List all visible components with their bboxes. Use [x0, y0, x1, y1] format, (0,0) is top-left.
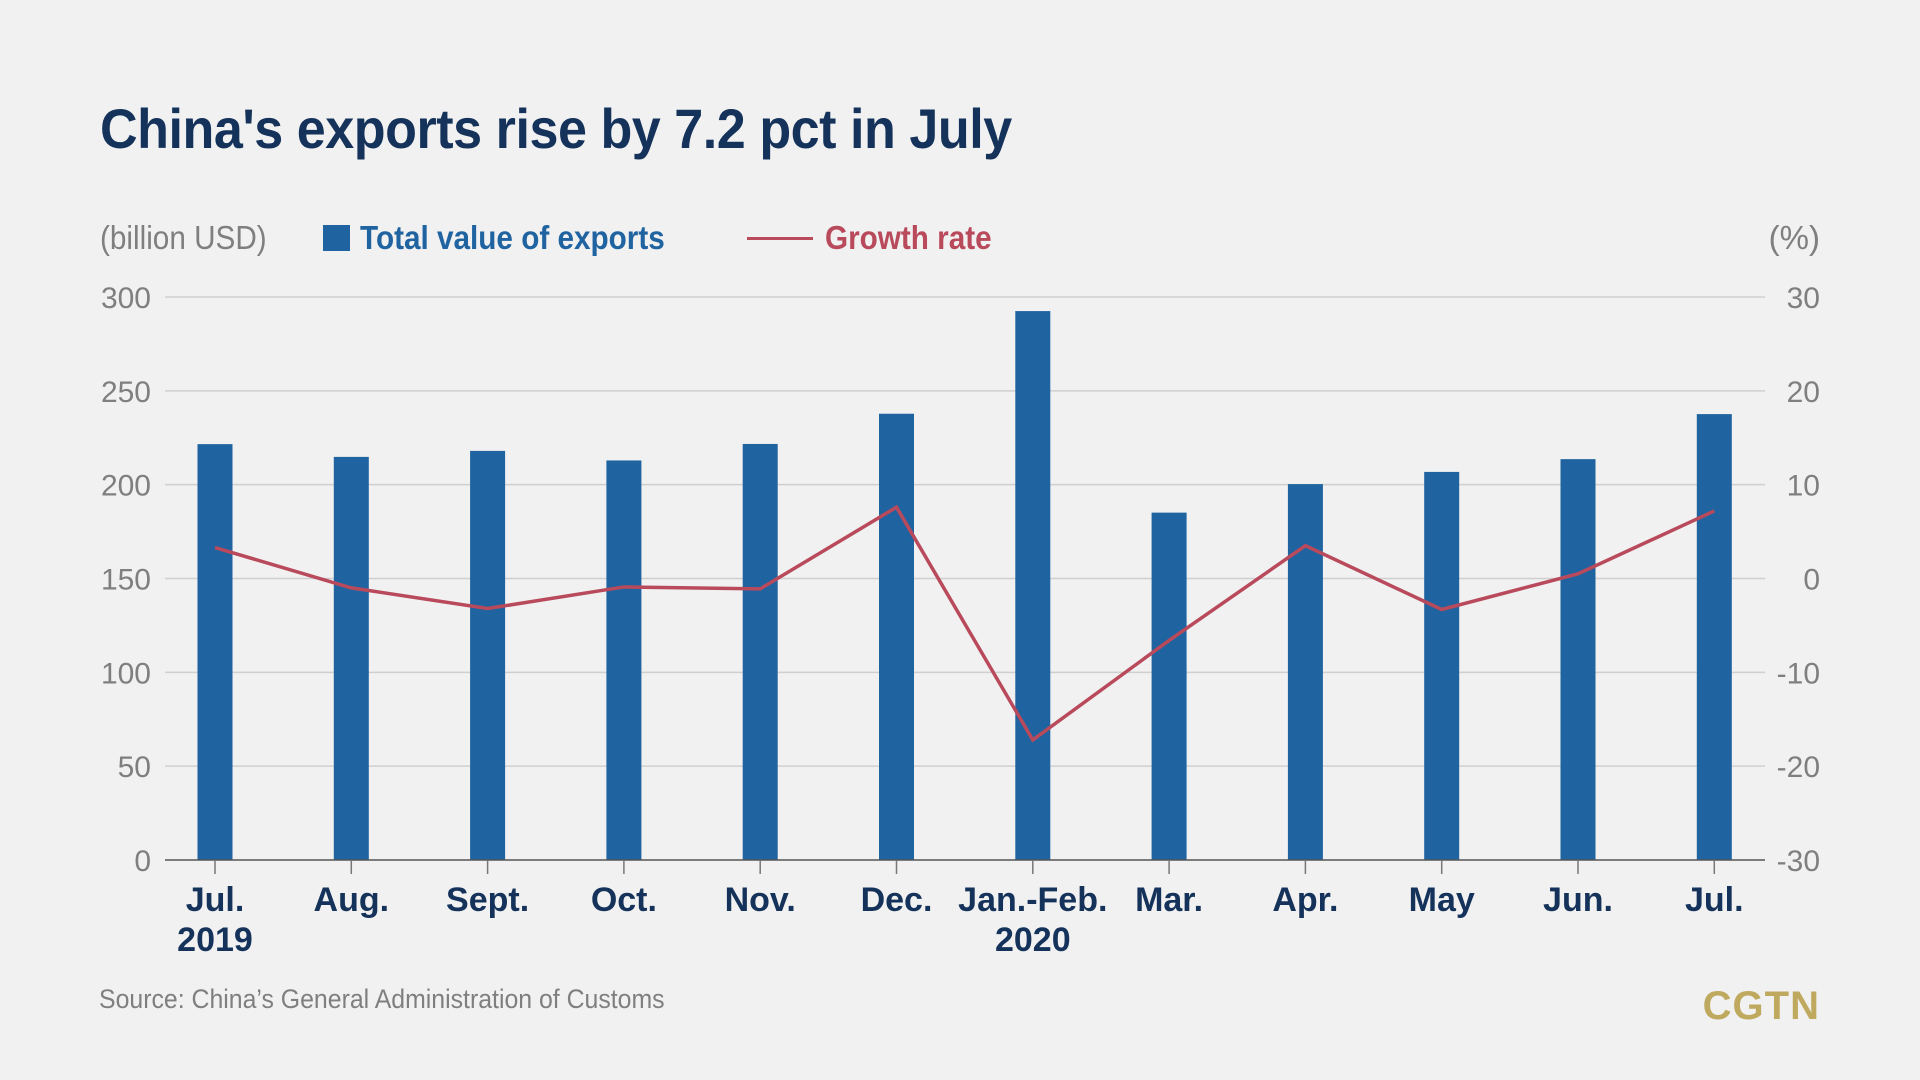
left-axis-unit: (billion USD) [100, 219, 267, 256]
growth-rate-line [214, 504, 1716, 743]
right-tick-label: -20 [1777, 751, 1820, 784]
bar [606, 460, 642, 860]
x-tick-label: Jul. [186, 881, 245, 919]
right-tick-label: 30 [1787, 282, 1820, 315]
legend-label-exports: Total value of exports [360, 219, 665, 256]
left-tick-label: 150 [101, 564, 151, 597]
x-tick-label: 2020 [995, 921, 1071, 959]
source-note: Source: China’s General Administration o… [99, 984, 665, 1014]
x-tick-label: Jun. [1543, 881, 1613, 919]
right-axis-unit: (%) [1768, 219, 1820, 256]
right-tick-label: 20 [1787, 376, 1820, 409]
x-tick-label: Apr. [1272, 881, 1338, 919]
legend-label-growth: Growth rate [824, 219, 992, 256]
right-axis-ticks: -30 -20 -10 0 10 20 30 [1777, 282, 1820, 878]
gridlines [165, 296, 1765, 767]
x-tick-label: Jul. [1685, 881, 1744, 919]
right-tick-label: 10 [1787, 470, 1820, 503]
left-tick-label: 0 [134, 845, 151, 878]
bar [197, 444, 233, 860]
left-tick-label: 300 [101, 282, 151, 315]
legend-item-exports: Total value of exports [323, 219, 699, 257]
right-tick-label: 0 [1803, 564, 1820, 597]
x-tick-label: Dec. [861, 881, 933, 919]
x-tick-label: Nov. [725, 881, 796, 919]
cgtn-logo: CGTN [1702, 984, 1820, 1028]
bar [742, 443, 778, 860]
x-tick-label: Sept. [446, 881, 529, 919]
line-series [214, 504, 1716, 743]
bar [1424, 471, 1460, 860]
bar-series [197, 311, 1732, 860]
left-tick-label: 100 [101, 657, 151, 690]
bar [470, 450, 506, 860]
x-tick-label: 2019 [177, 921, 253, 959]
bar-swatch-icon [323, 225, 351, 251]
left-tick-label: 200 [101, 470, 151, 503]
bar [1287, 484, 1323, 860]
left-tick-label: 50 [118, 751, 151, 784]
bar [879, 413, 914, 860]
bar [1560, 459, 1596, 860]
right-tick-label: -10 [1777, 657, 1820, 690]
bar [333, 456, 369, 860]
right-tick-label: -30 [1777, 845, 1820, 878]
x-tick-label: Jan.-Feb. [958, 881, 1107, 919]
left-tick-label: 250 [101, 376, 151, 409]
x-tick-label: May [1409, 881, 1475, 919]
bar [1015, 311, 1051, 860]
line-swatch-icon [746, 236, 813, 240]
x-tick-label: Aug. [314, 881, 390, 919]
chart-title: China's exports rise by 7.2 pct in July [100, 97, 1012, 160]
x-tick-label: Oct. [591, 881, 657, 919]
legend-item-growth: Growth rate [746, 219, 1010, 257]
bar [1151, 512, 1187, 860]
left-axis-ticks: 0 50 100 150 200 250 300 [101, 282, 151, 878]
x-tick-label: Mar. [1135, 881, 1203, 919]
bar [1696, 414, 1732, 860]
legend: (billion USD) Total value of exports Gro… [100, 216, 1058, 260]
